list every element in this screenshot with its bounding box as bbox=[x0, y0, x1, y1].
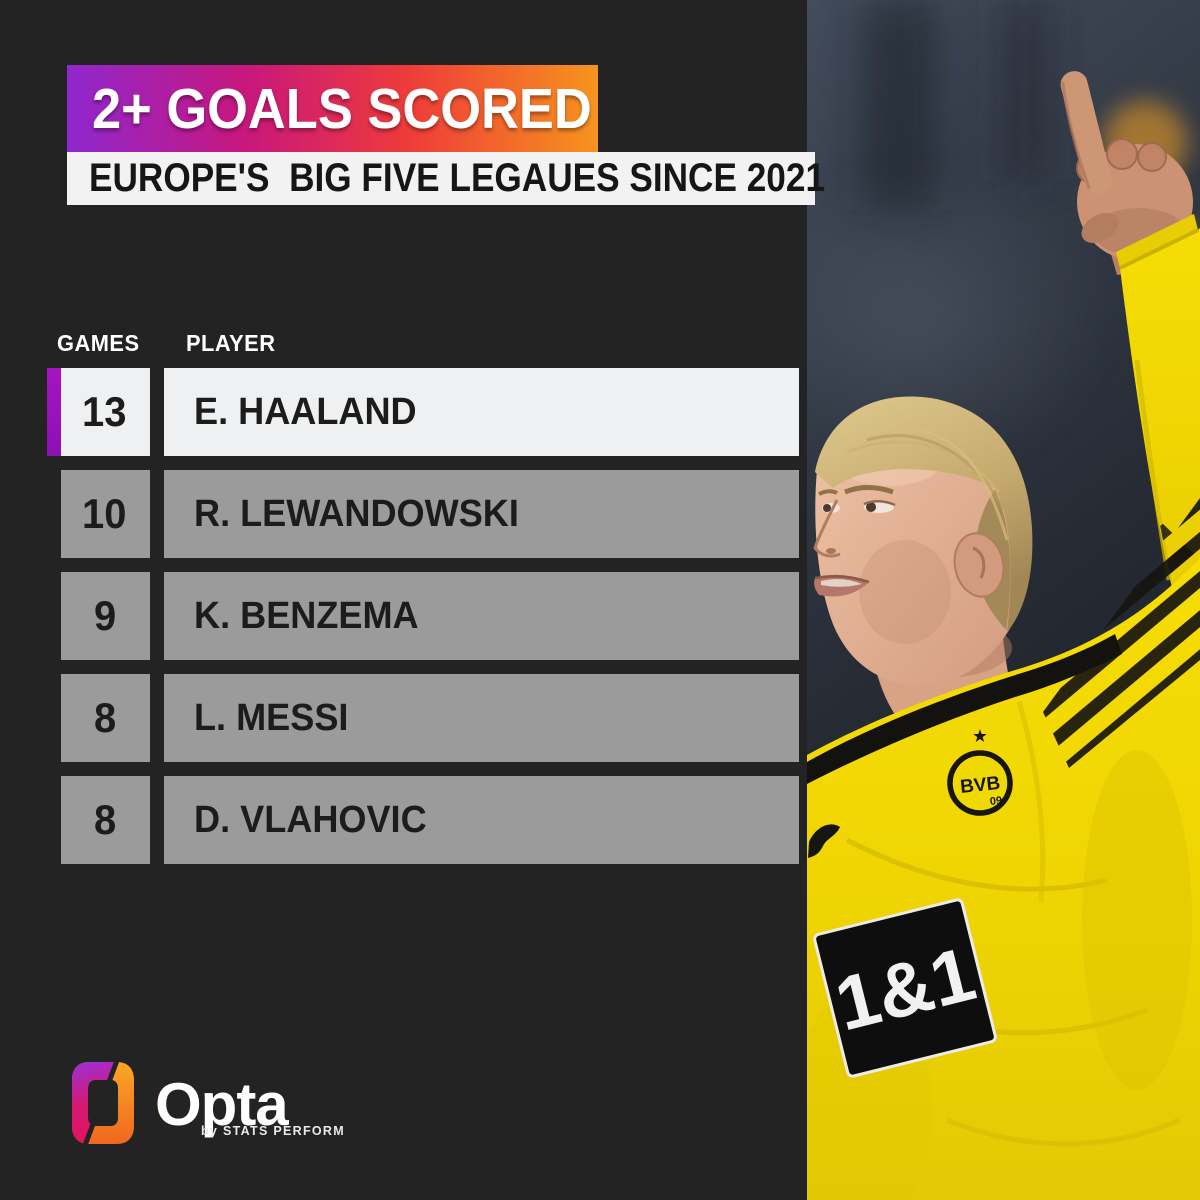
shoulder-stripes bbox=[1043, 498, 1200, 768]
bvb-badge: BVB 09 bbox=[947, 750, 1013, 816]
player-name: E. HAALAND bbox=[194, 390, 417, 433]
highlight-bar bbox=[47, 776, 61, 864]
highlight-bar bbox=[47, 572, 61, 660]
games-value: 9 bbox=[93, 592, 117, 639]
table-row: 8 D. VLAHOVIC bbox=[47, 776, 799, 864]
table-row: 8 L. MESSI bbox=[47, 674, 799, 762]
background-haze bbox=[807, 170, 1107, 470]
badge-star: ★ bbox=[972, 726, 988, 747]
table-column-headers: GAMES PLAYER bbox=[0, 330, 800, 356]
games-cell: 13 bbox=[61, 368, 150, 456]
brand-name: Opta bbox=[155, 1071, 289, 1138]
player-cell: D. VLAHOVIC bbox=[164, 776, 799, 864]
jersey-collar bbox=[807, 634, 1122, 784]
player-cell: K. BENZEMA bbox=[164, 572, 799, 660]
player-name: R. LEWANDOWSKI bbox=[194, 492, 519, 535]
player-name: K. BENZEMA bbox=[194, 594, 419, 637]
page-title: 2+ GOALS SCORED bbox=[92, 76, 592, 141]
puma-logo-icon bbox=[808, 824, 840, 858]
player-cell: R. LEWANDOWSKI bbox=[164, 470, 799, 558]
stats-table: 13 E. HAALAND 10 R. LEWANDOWSKI 9 K. BEN… bbox=[47, 368, 799, 878]
column-header-games: GAMES bbox=[57, 330, 140, 356]
subtitle-bar: EUROPE'S BIG FIVE LEGAUES SINCE 2021 bbox=[67, 152, 825, 205]
page-subtitle: EUROPE'S BIG FIVE LEGAUES SINCE 2021 bbox=[89, 156, 826, 200]
opta-logo-icon bbox=[72, 1061, 134, 1145]
games-value: 10 bbox=[82, 490, 127, 537]
table-row: 10 R. LEWANDOWSKI bbox=[47, 470, 799, 558]
jersey-torso: ★ BVB 09 1&1 bbox=[807, 498, 1200, 1200]
player-cell: E. HAALAND bbox=[164, 368, 799, 456]
games-value: 8 bbox=[93, 796, 117, 843]
stand-shadow-band bbox=[862, 0, 937, 210]
player-photo: ★ BVB 09 1&1 bbox=[807, 0, 1200, 1200]
stand-shadow-band bbox=[997, 0, 1052, 180]
player-name: D. VLAHOVIC bbox=[194, 798, 427, 841]
games-cell: 9 bbox=[61, 572, 150, 660]
highlight-bar bbox=[47, 470, 61, 558]
sponsor-patch: 1&1 bbox=[813, 898, 997, 1078]
player-name: L. MESSI bbox=[194, 696, 349, 739]
highlight-bar bbox=[47, 368, 61, 456]
games-cell: 8 bbox=[61, 776, 150, 864]
player-cell: L. MESSI bbox=[164, 674, 799, 762]
column-header-player: PLAYER bbox=[186, 330, 276, 356]
highlight-bar bbox=[47, 674, 61, 762]
index-finger bbox=[1060, 71, 1112, 195]
badge-year: 09 bbox=[989, 795, 1002, 808]
brand-tagline: by STATS PERFORM bbox=[201, 1124, 345, 1138]
table-row: 13 E. HAALAND bbox=[47, 368, 799, 456]
title-banner: 2+ GOALS SCORED bbox=[67, 65, 598, 152]
games-cell: 8 bbox=[61, 674, 150, 762]
badge-text: BVB bbox=[959, 773, 1001, 798]
table-row: 9 K. BENZEMA bbox=[47, 572, 799, 660]
games-value: 13 bbox=[82, 388, 127, 435]
haaland-illustration: ★ BVB 09 1&1 bbox=[807, 0, 1200, 1200]
games-cell: 10 bbox=[61, 470, 150, 558]
games-value: 8 bbox=[93, 694, 117, 741]
